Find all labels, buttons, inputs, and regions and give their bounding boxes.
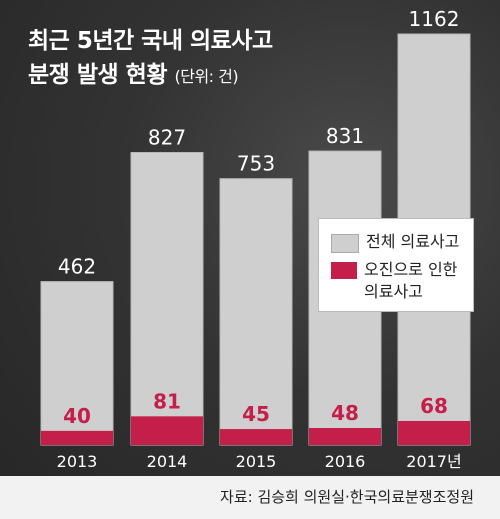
legend-swatch-total xyxy=(331,234,359,253)
legend-swatch-error xyxy=(331,262,357,279)
chart-title: 최근 5년간 국내 의료사고 분쟁 발생 현황 (단위: 건) xyxy=(28,24,273,94)
bar-error-4 xyxy=(398,420,470,445)
value-label-total-4: 1162 xyxy=(409,7,460,31)
bar-error-0 xyxy=(41,430,113,445)
legend-item-error: 오진으로 인한 의료사고 xyxy=(331,259,474,303)
bar-error-3 xyxy=(309,428,381,445)
legend-label-total: 전체 의료사고 xyxy=(366,232,460,251)
bar-total-2 xyxy=(219,178,293,446)
bar-error-2 xyxy=(220,429,292,445)
x-tick-label-1: 2014 xyxy=(147,452,188,471)
legend: 전체 의료사고 오진으로 인한 의료사고 xyxy=(318,218,474,312)
x-tick-label-4: 2017년 xyxy=(406,452,461,471)
value-label-error-1: 81 xyxy=(153,389,181,413)
bar-total-1 xyxy=(130,151,204,446)
legend-item-total: 전체 의료사고 xyxy=(331,231,476,253)
title-line-2-text: 분쟁 발생 현황 xyxy=(28,62,167,88)
value-label-total-3: 831 xyxy=(326,124,364,148)
title-line-1: 최근 5년간 국내 의료사고 xyxy=(28,28,273,54)
value-label-error-0: 40 xyxy=(63,404,91,428)
value-label-error-2: 45 xyxy=(242,402,270,426)
source-note: 자료: 김승희 의원실·한국의료분쟁조정원 xyxy=(0,476,500,519)
x-tick-label-0: 2013 xyxy=(57,452,98,471)
x-tick-label-3: 2016 xyxy=(325,452,366,471)
value-label-total-2: 753 xyxy=(237,152,275,176)
value-label-error-3: 48 xyxy=(331,401,359,425)
bar-total-0 xyxy=(40,281,114,446)
x-tick-label-2: 2015 xyxy=(236,452,277,471)
unit-label: (단위: 건) xyxy=(174,67,239,86)
legend-label-error: 오진으로 인한 의료사고 xyxy=(364,260,458,301)
title-line-2: 분쟁 발생 현황 (단위: 건) xyxy=(28,58,273,94)
bar-error-1 xyxy=(131,416,203,445)
value-label-total-1: 827 xyxy=(148,125,186,149)
value-label-error-4: 68 xyxy=(420,394,448,418)
value-label-total-0: 462 xyxy=(58,255,96,279)
